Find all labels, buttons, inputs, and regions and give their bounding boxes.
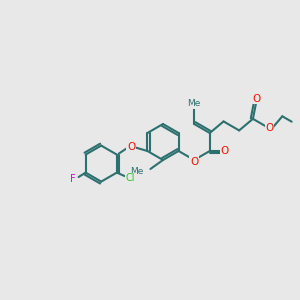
- Text: O: O: [253, 94, 261, 103]
- Text: Me: Me: [188, 99, 201, 108]
- Text: O: O: [190, 157, 198, 167]
- Text: Me: Me: [130, 167, 143, 176]
- Text: O: O: [127, 142, 135, 152]
- Text: O: O: [266, 123, 274, 133]
- Text: F: F: [70, 174, 75, 184]
- Text: O: O: [220, 146, 229, 156]
- Text: Cl: Cl: [126, 173, 136, 183]
